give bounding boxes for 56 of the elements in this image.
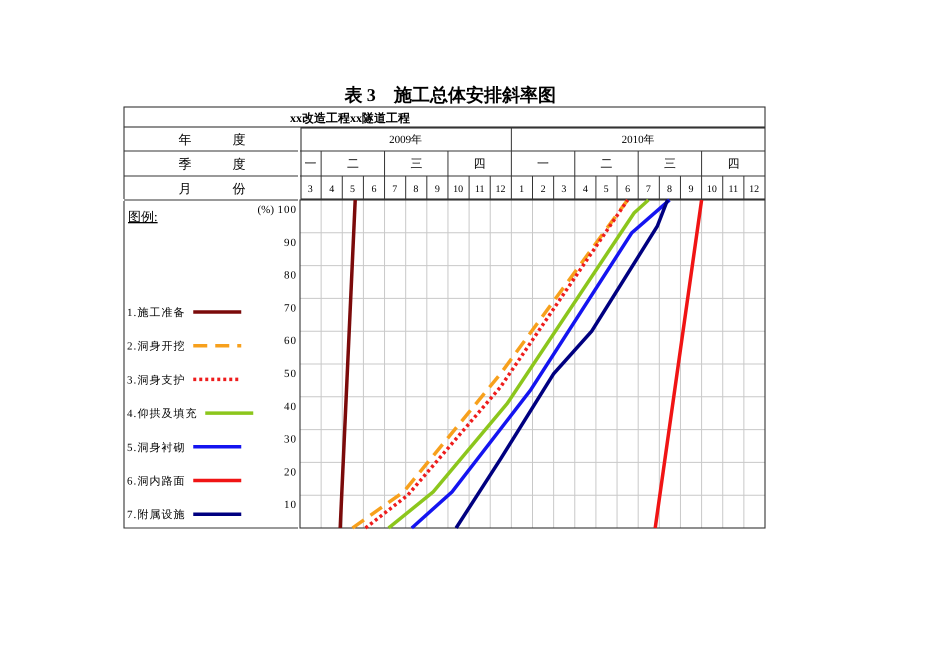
text: 2010年 bbox=[622, 134, 655, 146]
legend-label: 6.洞内路面 bbox=[127, 474, 186, 488]
chart-subtitle: xx改造工程xx隧道工程 bbox=[290, 111, 410, 125]
x-tick-label: 11 bbox=[474, 184, 484, 195]
y-tick-label: 10 bbox=[284, 499, 297, 512]
text: 2009年 bbox=[389, 134, 422, 146]
text: 一 bbox=[304, 156, 317, 170]
x-tick-label: 3 bbox=[308, 184, 313, 195]
text: 年 度 bbox=[178, 132, 246, 147]
y-tick-label: 60 bbox=[284, 335, 297, 348]
x-tick-label: 7 bbox=[646, 184, 651, 195]
text: 一 bbox=[537, 156, 550, 170]
legend-label: 4.仰拱及填充 bbox=[127, 407, 198, 420]
y-axis-title: (%) bbox=[258, 204, 274, 216]
x-tick-label: 10 bbox=[706, 184, 717, 195]
x-axis-title: 月 份 bbox=[178, 181, 246, 196]
y-tick-label: 30 bbox=[284, 434, 297, 446]
legend-label: 1.施工准备 bbox=[127, 306, 186, 319]
x-tick-label: 8 bbox=[667, 184, 672, 195]
legend-label: 5.洞身衬砌 bbox=[127, 440, 186, 454]
x-tick-label: 2 bbox=[540, 184, 546, 195]
x-tick-label: 4 bbox=[329, 184, 334, 195]
x-tick-label: 12 bbox=[495, 184, 506, 195]
x-tick-label: 3 bbox=[561, 184, 566, 195]
y-tick-label: 80 bbox=[284, 270, 297, 282]
chart-title: 表 3 施工总体安排斜率图 bbox=[343, 85, 556, 105]
x-tick-label: 5 bbox=[604, 184, 609, 195]
legend-label: 7.附属设施 bbox=[127, 508, 186, 522]
text: 三 bbox=[410, 156, 422, 170]
text: 三 bbox=[664, 156, 676, 170]
text: 四 bbox=[727, 156, 740, 170]
y-tick-label: 100 bbox=[278, 204, 297, 216]
y-tick-label: 40 bbox=[284, 400, 297, 413]
x-tick-label: 8 bbox=[413, 184, 418, 195]
x-tick-label: 7 bbox=[392, 184, 398, 195]
y-tick-label: 70 bbox=[284, 302, 297, 314]
legend-title: 图例: bbox=[128, 209, 158, 224]
x-tick-label: 4 bbox=[582, 184, 588, 195]
x-tick-label: 1 bbox=[519, 184, 524, 195]
x-tick-label: 10 bbox=[453, 184, 464, 195]
text: 二 bbox=[346, 156, 359, 170]
x-tick-label: 11 bbox=[728, 184, 738, 195]
y-tick-label: 50 bbox=[284, 368, 297, 380]
x-tick-label: 9 bbox=[434, 184, 440, 195]
x-tick-label: 6 bbox=[371, 184, 376, 195]
text: 二 bbox=[600, 156, 612, 170]
x-tick-label: 9 bbox=[688, 184, 694, 195]
legend-label: 2.洞身开挖 bbox=[127, 340, 186, 353]
text: 四 bbox=[474, 156, 486, 170]
x-tick-label: 6 bbox=[625, 184, 630, 195]
text: 季 度 bbox=[178, 156, 246, 172]
y-tick-label: 20 bbox=[284, 466, 297, 478]
x-tick-label: 5 bbox=[350, 184, 355, 195]
legend-label: 3.洞身支护 bbox=[127, 373, 186, 386]
x-tick-label: 12 bbox=[749, 184, 760, 195]
y-tick-label: 90 bbox=[284, 236, 297, 249]
